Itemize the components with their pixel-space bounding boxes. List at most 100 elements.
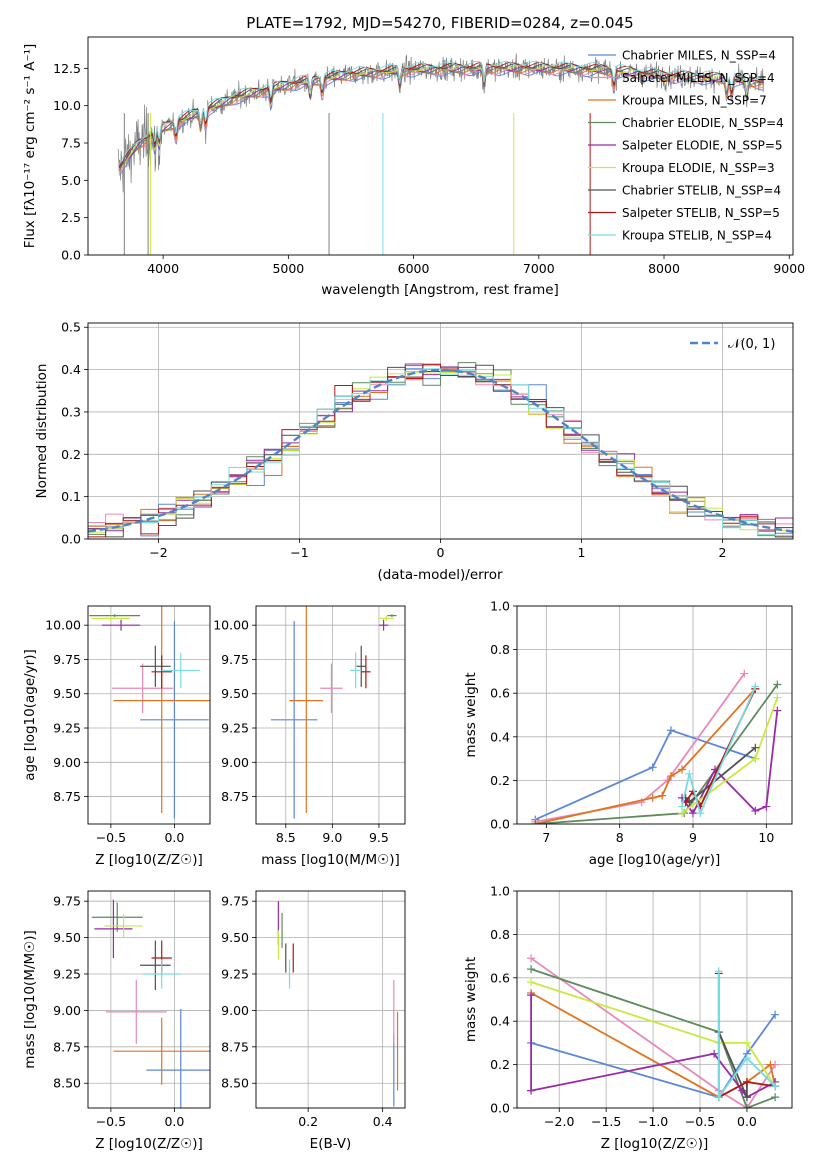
legend-label: Salpeter MILES, N_SSP=4 xyxy=(622,71,775,85)
y-tick-label: 0.5 xyxy=(61,320,81,335)
mass-weight-marker xyxy=(685,769,694,778)
y-tick-label: 8.75 xyxy=(221,1039,249,1054)
x-axis-label: mass [log10(M/M☉)] xyxy=(261,852,400,868)
x-tick-label: 0.0 xyxy=(737,1114,757,1129)
x-tick-label: −2.0 xyxy=(544,1114,574,1129)
y-tick-label: 0.8 xyxy=(490,642,510,657)
y-axis-label: age [log10(age/yr)] xyxy=(22,649,38,781)
mass-weight-line xyxy=(530,1014,776,1099)
y-tick-label: 5.0 xyxy=(61,173,81,188)
y-tick-label: 0.0 xyxy=(61,532,81,547)
axes-0: 4000 5000 6000 7000 8000 9000 0.0 2.5 5.0 7.5 10.0… xyxy=(53,36,805,276)
legend-label: Salpeter STELIB, N_SSP=5 xyxy=(622,206,780,220)
x-tick-label: 7 xyxy=(542,830,550,845)
mass-weight-line xyxy=(535,688,756,824)
y-tick-label: 0.0 xyxy=(61,248,81,263)
y-tick-label: 8.75 xyxy=(221,789,249,804)
x-tick-label: 8000 xyxy=(648,261,680,276)
axes-5: −0.5 0.0 8.50 8.75 9.00 9.25 9.50 9.75 xyxy=(53,890,211,1129)
y-tick-label: 1.0 xyxy=(490,884,510,899)
axes-frame xyxy=(255,890,406,1109)
mass-weight-marker xyxy=(751,743,760,752)
y-tick-label: 9.00 xyxy=(221,1003,249,1018)
y-tick-label: 7.5 xyxy=(61,136,81,151)
axes-frame xyxy=(255,605,406,825)
y-axis-label: mass [log10(M/M☉)] xyxy=(22,930,38,1069)
y-tick-label: 0.0 xyxy=(490,817,510,832)
plot-area xyxy=(531,669,782,824)
panel-5 xyxy=(88,891,210,1108)
legend-label: Kroupa MILES, N_SSP=7 xyxy=(622,94,767,108)
y-tick-label: 9.75 xyxy=(53,652,81,667)
y-tick-label: 0.0 xyxy=(490,1101,510,1116)
panel-1 xyxy=(88,323,793,540)
mass-weight-marker xyxy=(714,967,723,976)
mass-weight-line xyxy=(530,957,776,1108)
x-tick-label: −0.5 xyxy=(96,1114,126,1129)
y-axis-label: Normed distribution xyxy=(34,364,50,499)
mass-weight-marker xyxy=(762,802,771,811)
plot-area xyxy=(117,53,765,255)
legend-label: Kroupa ELODIE, N_SSP=3 xyxy=(622,161,775,175)
y-tick-label: 9.75 xyxy=(221,652,249,667)
y-tick-label: 9.50 xyxy=(53,686,81,701)
mass-weight-marker xyxy=(658,791,667,800)
mass-weight-marker xyxy=(648,793,657,802)
mass-weight-marker xyxy=(773,693,782,702)
x-tick-label: 0 xyxy=(437,545,445,560)
mass-weight-marker xyxy=(710,1049,719,1058)
y-axis-label: Flux [fλ10⁻¹⁷ erg cm⁻² s⁻¹ A⁻¹] xyxy=(22,44,38,249)
x-tick-label: 6000 xyxy=(398,261,430,276)
y-tick-label: 0.2 xyxy=(490,773,510,788)
legend-label: 𝒩(0, 1) xyxy=(728,337,775,352)
plot-area xyxy=(89,606,210,819)
x-axis-label: Z [log10(Z/Z☉)] xyxy=(95,1136,203,1152)
y-tick-label: 9.50 xyxy=(53,930,81,945)
x-tick-label: 9.0 xyxy=(322,830,342,845)
y-tick-label: 0.6 xyxy=(490,686,510,701)
y-tick-label: 8.50 xyxy=(221,1076,249,1091)
axes-frame xyxy=(87,605,211,825)
y-tick-label: 1.0 xyxy=(490,599,510,614)
mass-weight-marker xyxy=(527,978,536,987)
x-tick-label: 7000 xyxy=(523,261,555,276)
x-tick-label: −0.5 xyxy=(685,1114,715,1129)
x-axis-label: E(B-V) xyxy=(310,1136,352,1152)
legend: Chabrier MILES, N_SSP=4 Salpeter MILES, N… xyxy=(588,49,784,243)
x-tick-label: −1 xyxy=(290,545,308,560)
mass-weight-marker xyxy=(773,706,782,715)
axes-1: −2 −1 0 1 2 0.0 0.1 0.2 0.3 0.4 0.5 xyxy=(61,320,794,560)
y-tick-label: 0.6 xyxy=(490,970,510,985)
mass-weight-marker xyxy=(689,809,697,818)
x-tick-label: 0.0 xyxy=(164,1114,184,1129)
mass-weight-marker xyxy=(527,954,536,963)
mass-weight-line xyxy=(535,673,746,823)
mass-weight-marker xyxy=(773,680,782,689)
x-tick-label: 10 xyxy=(758,830,774,845)
x-axis-label: wavelength [Angstrom, rest frame] xyxy=(321,282,559,298)
x-tick-label: 0.4 xyxy=(373,1114,393,1129)
x-tick-label: 1 xyxy=(578,545,586,560)
mass-weight-marker xyxy=(751,682,760,691)
y-tick-label: 0.4 xyxy=(490,1014,510,1029)
mass-weight-marker xyxy=(678,802,686,811)
model-spectrum-line xyxy=(118,65,764,167)
mass-weight-marker xyxy=(667,726,675,735)
mass-weight-marker xyxy=(648,763,657,772)
panel-3 xyxy=(256,606,405,824)
mass-weight-marker xyxy=(527,991,536,1000)
histogram-series xyxy=(88,363,793,539)
mass-weight-marker xyxy=(742,1104,751,1108)
axes-4: 7 8 9 10 0.0 0.2 0.4 0.6 0.8 1.0 xyxy=(490,599,793,845)
axes-frame xyxy=(87,36,794,256)
plot-area xyxy=(277,901,399,1107)
x-tick-label: −1.0 xyxy=(638,1114,668,1129)
y-tick-label: 8.75 xyxy=(53,1039,81,1054)
y-tick-label: 8.50 xyxy=(53,1076,81,1091)
x-tick-label: 5000 xyxy=(272,261,304,276)
y-tick-label: 2.5 xyxy=(61,210,81,225)
y-axis-label: mass weight xyxy=(463,957,479,1042)
mass-weight-marker xyxy=(751,754,760,763)
y-tick-label: 0.4 xyxy=(490,729,510,744)
mass-weight-line xyxy=(530,995,776,1099)
